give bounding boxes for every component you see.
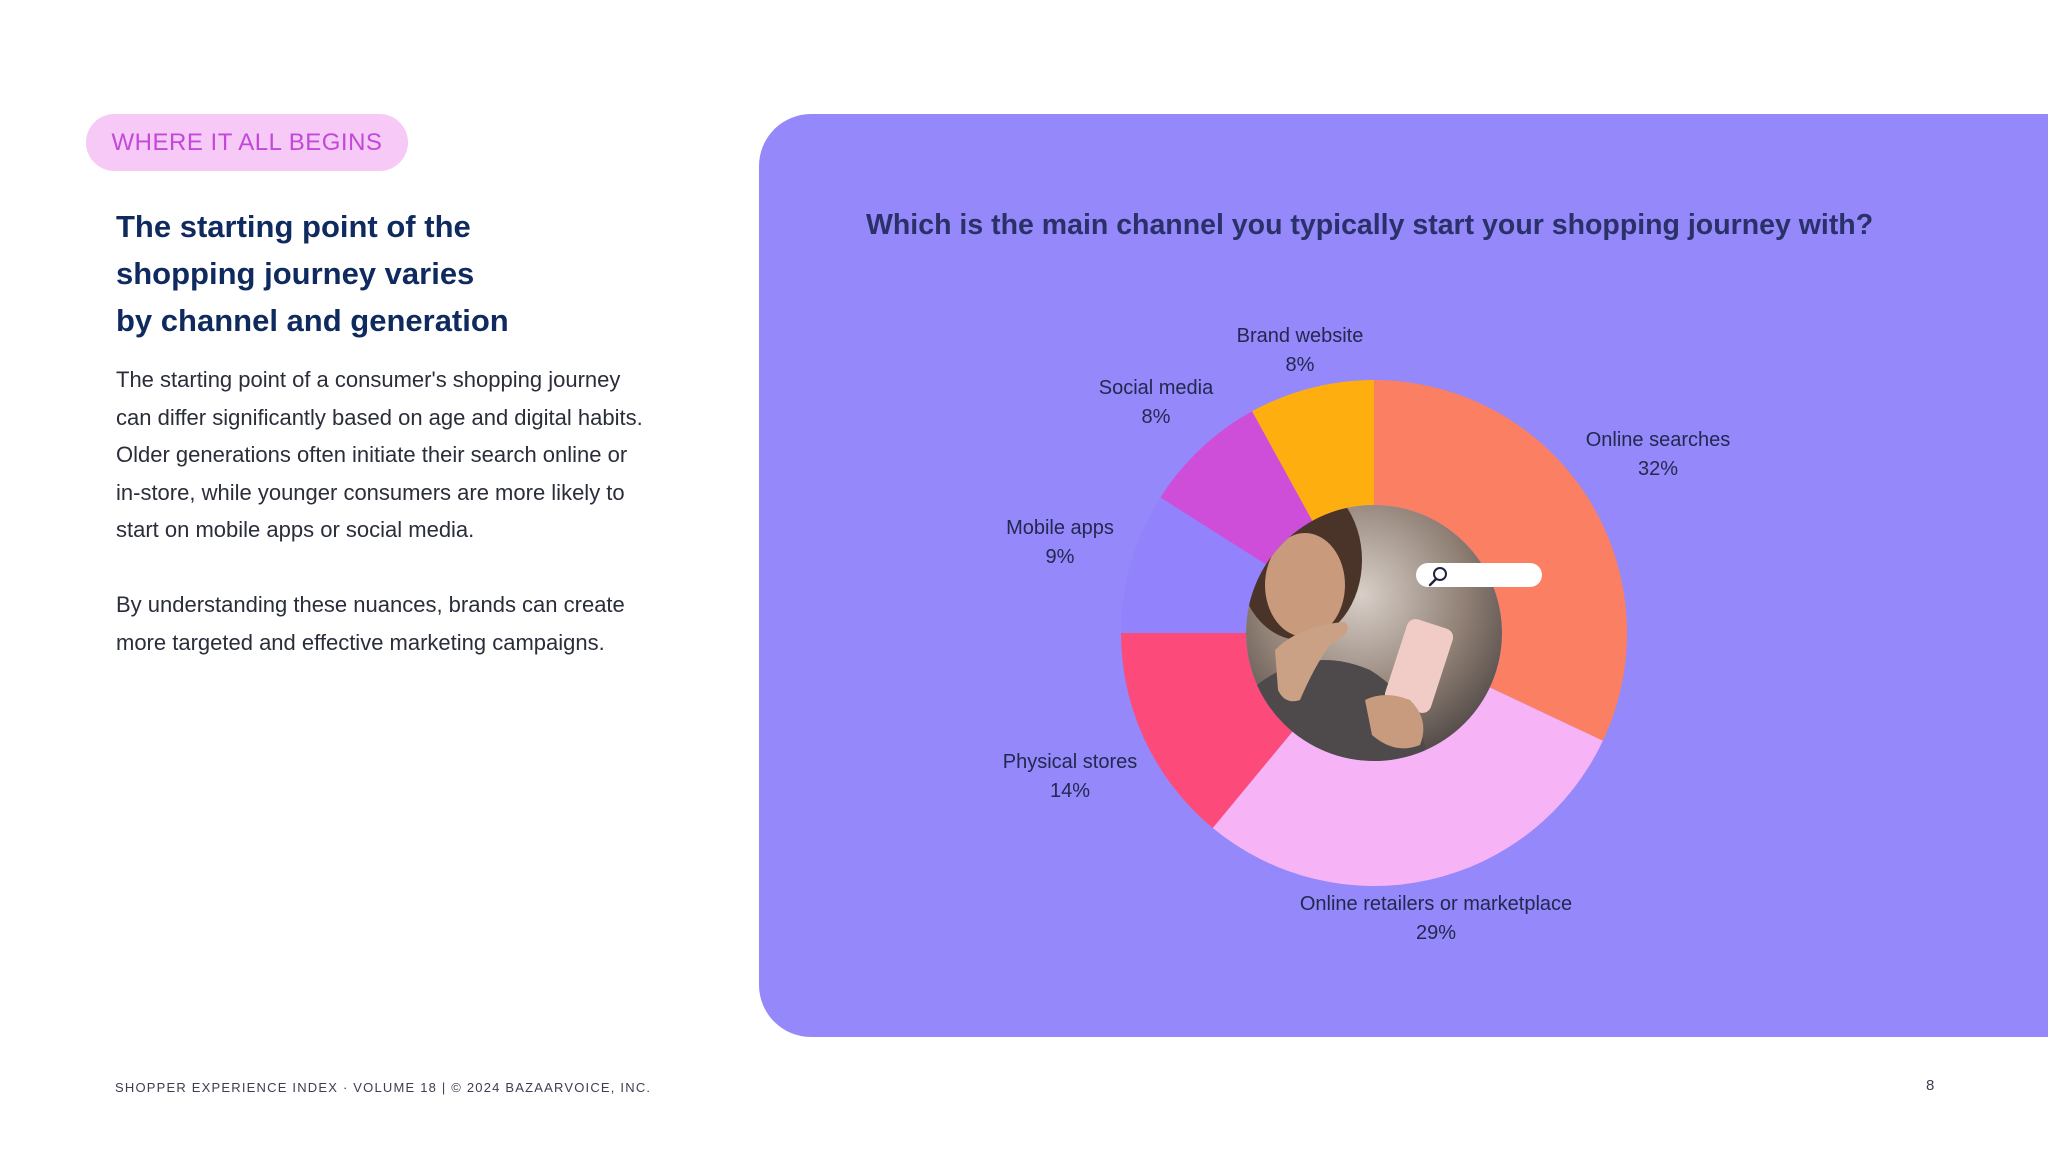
slice-category-label: Mobile apps [1006, 517, 1114, 539]
chart-title: Which is the main channel you typically … [866, 209, 1874, 241]
donut-slices [1121, 380, 1627, 887]
slice-value-label: 8% [1142, 406, 1171, 428]
paragraph-line: start on mobile apps or social media. [116, 517, 475, 542]
slice-value-label: 32% [1638, 458, 1678, 480]
section-tag: WHERE IT ALL BEGINS [86, 114, 408, 171]
footer-credit: SHOPPER EXPERIENCE INDEX · VOLUME 18 | ©… [115, 1080, 652, 1095]
donut-slice [1252, 380, 1374, 521]
search-bar-overlay [1416, 563, 1542, 587]
headline-line: shopping journey varies [116, 256, 475, 291]
page-number: 8 [1926, 1077, 1935, 1094]
paragraph-line: more targeted and effective marketing ca… [116, 629, 605, 655]
headline: The starting point of the shopping journ… [116, 203, 636, 344]
slice-value-label: 29% [1416, 922, 1456, 944]
paragraph-line: Older generations often initiate their s… [116, 442, 628, 467]
donut-slice [1121, 497, 1266, 633]
slice-value-label: 14% [1050, 780, 1090, 802]
donut-slice [1160, 411, 1313, 565]
donut-slice [1374, 380, 1627, 741]
slice-labels: Online searches 32% Online retailers or ma… [1003, 325, 1731, 944]
paragraph-line: can differ significantly based on age an… [116, 404, 643, 430]
paragraph-line: in-store, while younger consumers are mo… [116, 479, 625, 505]
donut-slice [1212, 687, 1603, 887]
slice-value-label: 8% [1286, 354, 1315, 376]
magnifier-icon [1428, 567, 1447, 587]
paragraph-line: By understanding these nuances, brands c… [116, 592, 625, 617]
donut-slice [1121, 633, 1293, 828]
slice-category-label: Social media [1099, 377, 1214, 399]
slice-category-label: Online searches [1586, 429, 1731, 451]
headline-line: by channel and generation [116, 303, 509, 338]
conclusion-paragraph: By understanding these nuances, brands c… [116, 586, 676, 661]
slice-category-label: Physical stores [1003, 751, 1138, 773]
paragraph-line: The starting point of a consumer's shopp… [116, 367, 621, 392]
headline-line: The starting point of the [116, 209, 471, 244]
slice-category-label: Brand website [1237, 325, 1364, 347]
slice-value-label: 9% [1046, 546, 1075, 568]
slice-category-label: Online retailers or marketplace [1300, 893, 1572, 915]
intro-paragraph: The starting point of a consumer's shopp… [116, 361, 676, 549]
